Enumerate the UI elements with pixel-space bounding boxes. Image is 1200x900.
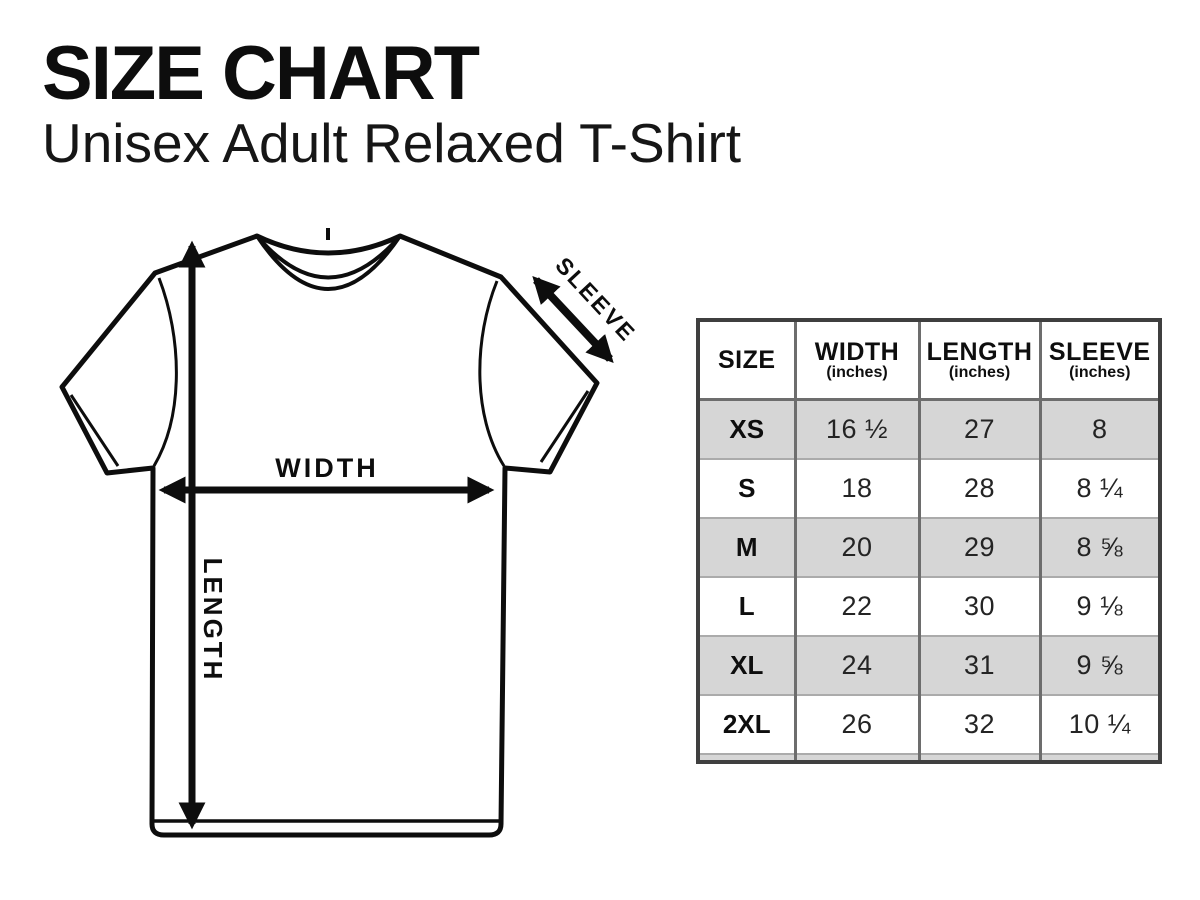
sleeve-value: 10 ¼: [1038, 693, 1160, 754]
column-header-width: WIDTH (inches): [793, 320, 919, 401]
table-bottom-strip: [698, 752, 1160, 762]
size-table-header: SIZE WIDTH (inches) LENGTH (inches): [698, 320, 1160, 401]
size-label: XS: [698, 398, 795, 459]
length-label: LENGTH: [198, 558, 228, 683]
page-title: SIZE CHART: [42, 31, 480, 116]
width-value: 16 ½: [793, 398, 919, 459]
sleeve-value: 9 ⅝: [1038, 634, 1160, 695]
width-value: 18: [793, 457, 919, 518]
column-header-sleeve: SLEEVE (inches): [1038, 320, 1160, 401]
width-value: 26: [793, 693, 919, 754]
size-table: SIZE WIDTH (inches) LENGTH (inches): [696, 318, 1162, 764]
table-row-xs: XS 16 ½ 27 8: [698, 398, 1160, 459]
sleeve-value: 9 ⅛: [1038, 575, 1160, 636]
length-value: 32: [917, 693, 1040, 754]
column-header-length: LENGTH (inches): [917, 320, 1040, 401]
size-label: 2XL: [698, 693, 795, 754]
length-value: 31: [917, 634, 1040, 695]
tshirt-diagram-svg: WIDTH LENGTH SLEEVE: [59, 228, 641, 838]
width-value: 20: [793, 516, 919, 577]
column-header-size: SIZE: [698, 320, 795, 401]
size-label: L: [698, 575, 795, 636]
heading-block: SIZE CHART Unisex Adult Relaxed T-Shirt: [42, 36, 741, 171]
sleeve-label: SLEEVE: [550, 252, 641, 347]
table-row-2xl: 2XL 26 32 10 ¼: [698, 693, 1160, 754]
width-value: 24: [793, 634, 919, 695]
sleeve-arrow: [532, 276, 614, 363]
left-cuff-seam: [69, 394, 120, 467]
sleeve-value: 8: [1038, 398, 1160, 459]
size-label: S: [698, 457, 795, 518]
right-armhole-seam: [478, 280, 506, 467]
width-value: 22: [793, 575, 919, 636]
collar-band: [255, 234, 402, 291]
right-cuff-seam: [539, 390, 590, 463]
page-subtitle: Unisex Adult Relaxed T-Shirt: [42, 112, 742, 174]
table-row-xl: XL 24 31 9 ⅝: [698, 634, 1160, 695]
length-value: 27: [917, 398, 1040, 459]
left-armhole-seam: [152, 277, 178, 467]
table-row-l: L 22 30 9 ⅛: [698, 575, 1160, 636]
sleeve-value: 8 ⅝: [1038, 516, 1160, 577]
sleeve-value: 8 ¼: [1038, 457, 1160, 518]
length-value: 28: [917, 457, 1040, 518]
length-value: 30: [917, 575, 1040, 636]
table-row-m: M 20 29 8 ⅝: [698, 516, 1160, 577]
size-label: M: [698, 516, 795, 577]
table-row-s: S 18 28 8 ¼: [698, 457, 1160, 518]
tshirt-outline: [59, 228, 600, 838]
dimension-arrows: [158, 240, 614, 830]
length-value: 29: [917, 516, 1040, 577]
width-label: WIDTH: [275, 453, 378, 483]
size-label: XL: [698, 634, 795, 695]
tshirt-measurement-diagram: WIDTH LENGTH SLEEVE: [40, 220, 660, 860]
